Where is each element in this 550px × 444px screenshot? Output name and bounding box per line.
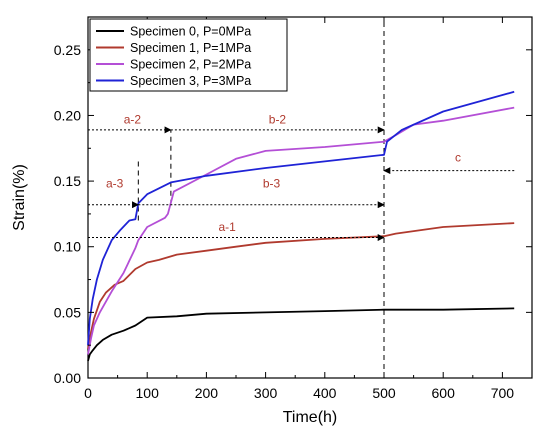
annotation-label: b-2 [269,112,287,126]
annotation-label: a-2 [124,112,142,126]
legend-label: Specimen 3, P=3MPa [130,74,251,88]
x-tick-label: 500 [372,385,396,401]
x-tick-label: 700 [491,385,515,401]
x-tick-label: 100 [136,385,160,401]
y-tick-label: 0.00 [54,370,81,386]
legend-label: Specimen 0, P=0MPa [130,25,251,39]
x-axis: 0 100 200 300 400 500 600 700 [84,17,514,401]
x-tick-label: 300 [254,385,278,401]
y-tick-label: 0.05 [54,304,81,320]
x-axis-title: Time(h) [283,409,338,426]
x-tick-label: 600 [432,385,456,401]
x-tick-label: 200 [195,385,219,401]
y-axis-title: Strain(%) [11,164,28,231]
plot-area [87,16,533,379]
y-tick-label: 0.20 [54,107,81,123]
series-lines [87,90,515,362]
legend-label: Specimen 2, P=2MPa [130,58,251,72]
series-line-0 [87,307,515,362]
x-tick-label: 0 [84,385,92,401]
y-tick-label: 0.15 [54,173,81,189]
plot-frame [87,16,533,379]
legend-label: Specimen 1, P=1MPa [130,41,251,55]
series-line-1 [87,222,515,350]
reference-lines [137,17,385,378]
legend: Specimen 0, P=0MPa Specimen 1, P=1MPa Spec… [89,18,288,92]
series-line-3 [87,90,515,346]
annotation-label: a-3 [106,177,124,191]
y-axis: 0.00 0.05 0.10 0.15 0.20 0.25 [54,16,532,386]
annotation-label: a-1 [218,220,236,234]
y-tick-label: 0.10 [54,239,81,255]
annotations: a-1 a-2 a-3 b-2 b-3 c [88,112,515,242]
annotation-label: b-3 [263,177,281,191]
annotation-label: c [455,150,461,164]
y-tick-label: 0.25 [54,42,81,58]
x-tick-label: 400 [313,385,337,401]
